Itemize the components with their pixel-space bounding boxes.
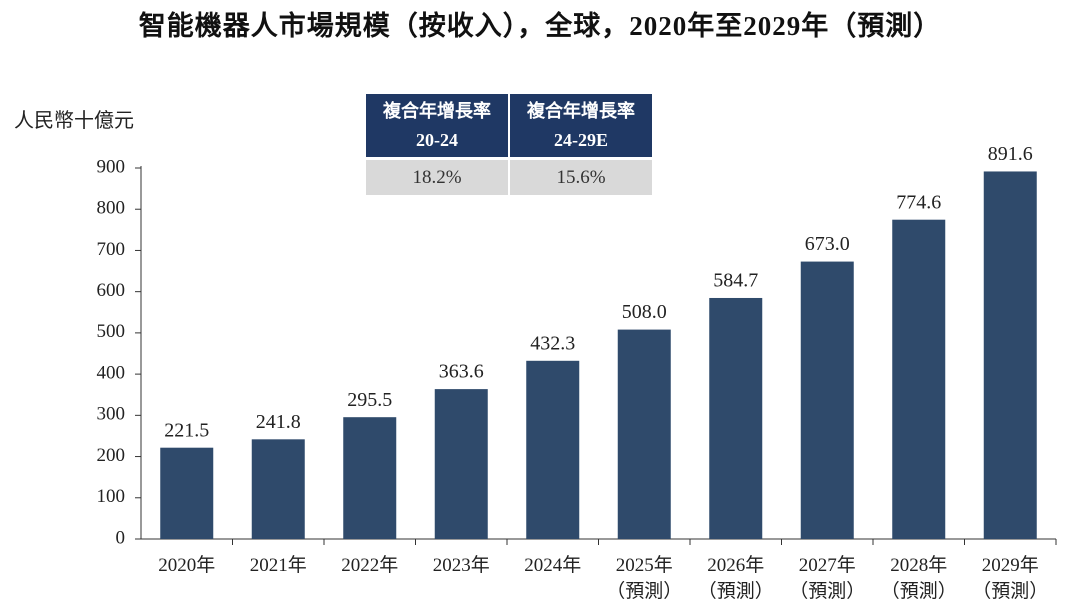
bar [434, 389, 488, 539]
value-label: 508.0 [622, 301, 667, 323]
table-header: 複合年增長率 24-29E [510, 94, 652, 157]
y-tick-label: 700 [97, 239, 126, 260]
value-label: 673.0 [805, 233, 850, 255]
value-label: 584.7 [713, 270, 758, 292]
bar [343, 417, 397, 539]
y-axis-label: 人民幣十億元 [14, 110, 134, 132]
y-tick-label: 0 [116, 527, 126, 548]
value-label: 432.3 [530, 332, 575, 354]
y-tick-label: 300 [97, 404, 126, 425]
bar [160, 447, 214, 539]
x-tick-label: 2023年 [432, 555, 490, 576]
y-tick-label: 100 [97, 486, 126, 507]
x-tick-label: 2024年 [524, 555, 582, 576]
chart-title: 智能機器人市場規模（按收入），全球，2020年至2029年（預測） [138, 11, 942, 41]
y-tick-label: 600 [97, 280, 126, 301]
bar [892, 219, 946, 539]
x-tick-label: 2028年 （預測） [880, 555, 957, 602]
x-tick-label: 2021年 [249, 555, 307, 576]
bar [526, 360, 580, 539]
y-tick-label: 200 [97, 445, 126, 466]
bar [617, 329, 671, 539]
value-label: 774.6 [896, 191, 941, 213]
x-tick-label: 2022年 [341, 555, 399, 576]
value-label: 891.6 [988, 143, 1033, 165]
bar [251, 439, 305, 539]
y-tick-label: 900 [97, 156, 126, 177]
table-cell: 18.2% [366, 160, 508, 195]
table-header: 複合年增長率 20-24 [366, 94, 508, 157]
bar [983, 171, 1037, 540]
table-cell: 15.6% [510, 160, 652, 195]
y-tick-label: 400 [97, 362, 126, 383]
x-tick-label: 2026年 （預測） [697, 555, 774, 602]
value-label: 363.6 [439, 361, 484, 383]
value-label: 295.5 [347, 389, 392, 411]
bar [709, 297, 763, 539]
bar [800, 261, 854, 539]
y-tick-label: 800 [97, 198, 126, 219]
x-tick-label: 2020年 [158, 555, 216, 576]
x-tick-label: 2029年 （預測） [972, 555, 1049, 602]
value-label: 221.5 [164, 419, 209, 441]
y-tick-label: 500 [97, 321, 126, 342]
x-tick-label: 2027年 （預測） [789, 555, 866, 602]
value-label: 241.8 [256, 411, 301, 433]
x-tick-label: 2025年 （預測） [606, 555, 683, 602]
